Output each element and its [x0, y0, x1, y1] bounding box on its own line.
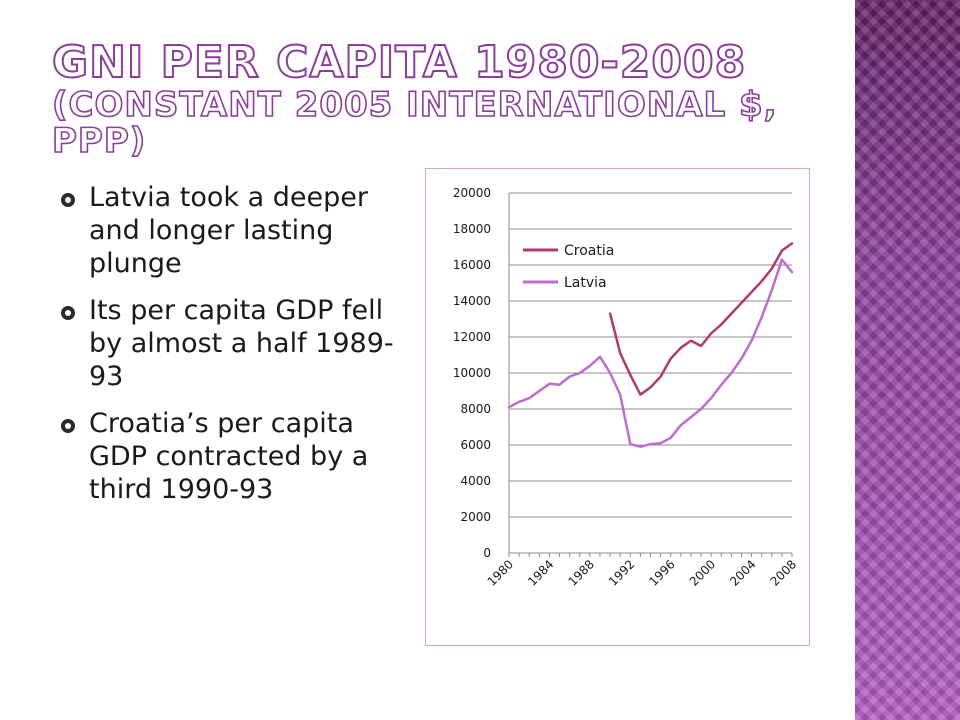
y-tick-label: 8000: [460, 402, 491, 416]
bullet-list: Latvia took a deeper and longer lasting …: [55, 182, 395, 520]
y-tick-label: 0: [483, 546, 491, 560]
slide-title: GNI per capita 1980-2008 (constant 2005 …: [51, 37, 852, 161]
x-tick-label: 1984: [525, 557, 556, 588]
x-tick-label: 2000: [687, 557, 718, 588]
bullet-text: Croatia’s per capita GDP contracted by a…: [89, 407, 369, 505]
x-tick-label: 2004: [727, 557, 758, 588]
y-tick-label: 20000: [453, 186, 491, 200]
bullet-item: Croatia’s per capita GDP contracted by a…: [55, 408, 395, 507]
y-tick-label: 18000: [453, 222, 491, 236]
slide-title-line1: GNI per capita 1980-2008: [51, 37, 747, 88]
legend-label-croatia: Croatia: [564, 243, 614, 259]
x-tick-label: 1988: [565, 557, 596, 588]
slide-title-line2: (constant 2005 international $, PPP): [51, 85, 778, 161]
bullet-circle-icon: [61, 193, 75, 207]
y-tick-label: 4000: [460, 474, 491, 488]
y-tick-label: 6000: [460, 438, 491, 452]
bullet-text: Latvia took a deeper and longer lasting …: [89, 182, 368, 279]
bullet-item: Latvia took a deeper and longer lasting …: [55, 182, 395, 281]
bullet-circle-icon: [61, 418, 75, 433]
legend-label-latvia: Latvia: [564, 275, 607, 291]
series-line-croatia: [608, 242, 794, 396]
series-line-latvia: [507, 258, 794, 449]
bullet-circle-icon: [61, 305, 75, 320]
x-tick-label: 2008: [768, 557, 799, 588]
bullet-item: Its per capita GDP fell by almost a half…: [55, 295, 395, 394]
y-tick-label: 10000: [453, 366, 491, 380]
line-chart: 0 2000 4000 6000 8000 10000 12000 14000 16000 180…: [453, 186, 799, 589]
x-tick-label: 1996: [646, 557, 677, 588]
decorative-side-band: [855, 0, 960, 720]
bullet-text: Its per capita GDP fell by almost a half…: [89, 294, 394, 392]
y-tick-label: 14000: [453, 294, 491, 308]
y-tick-label: 16000: [453, 258, 491, 272]
y-tick-label: 2000: [460, 510, 491, 524]
y-tick-label: 12000: [453, 330, 491, 344]
x-tick-label: 1980: [485, 557, 516, 588]
x-tick-label: 1992: [606, 557, 637, 588]
chart-container: 0 2000 4000 6000 8000 10000 12000 14000 16000 180…: [425, 168, 810, 646]
